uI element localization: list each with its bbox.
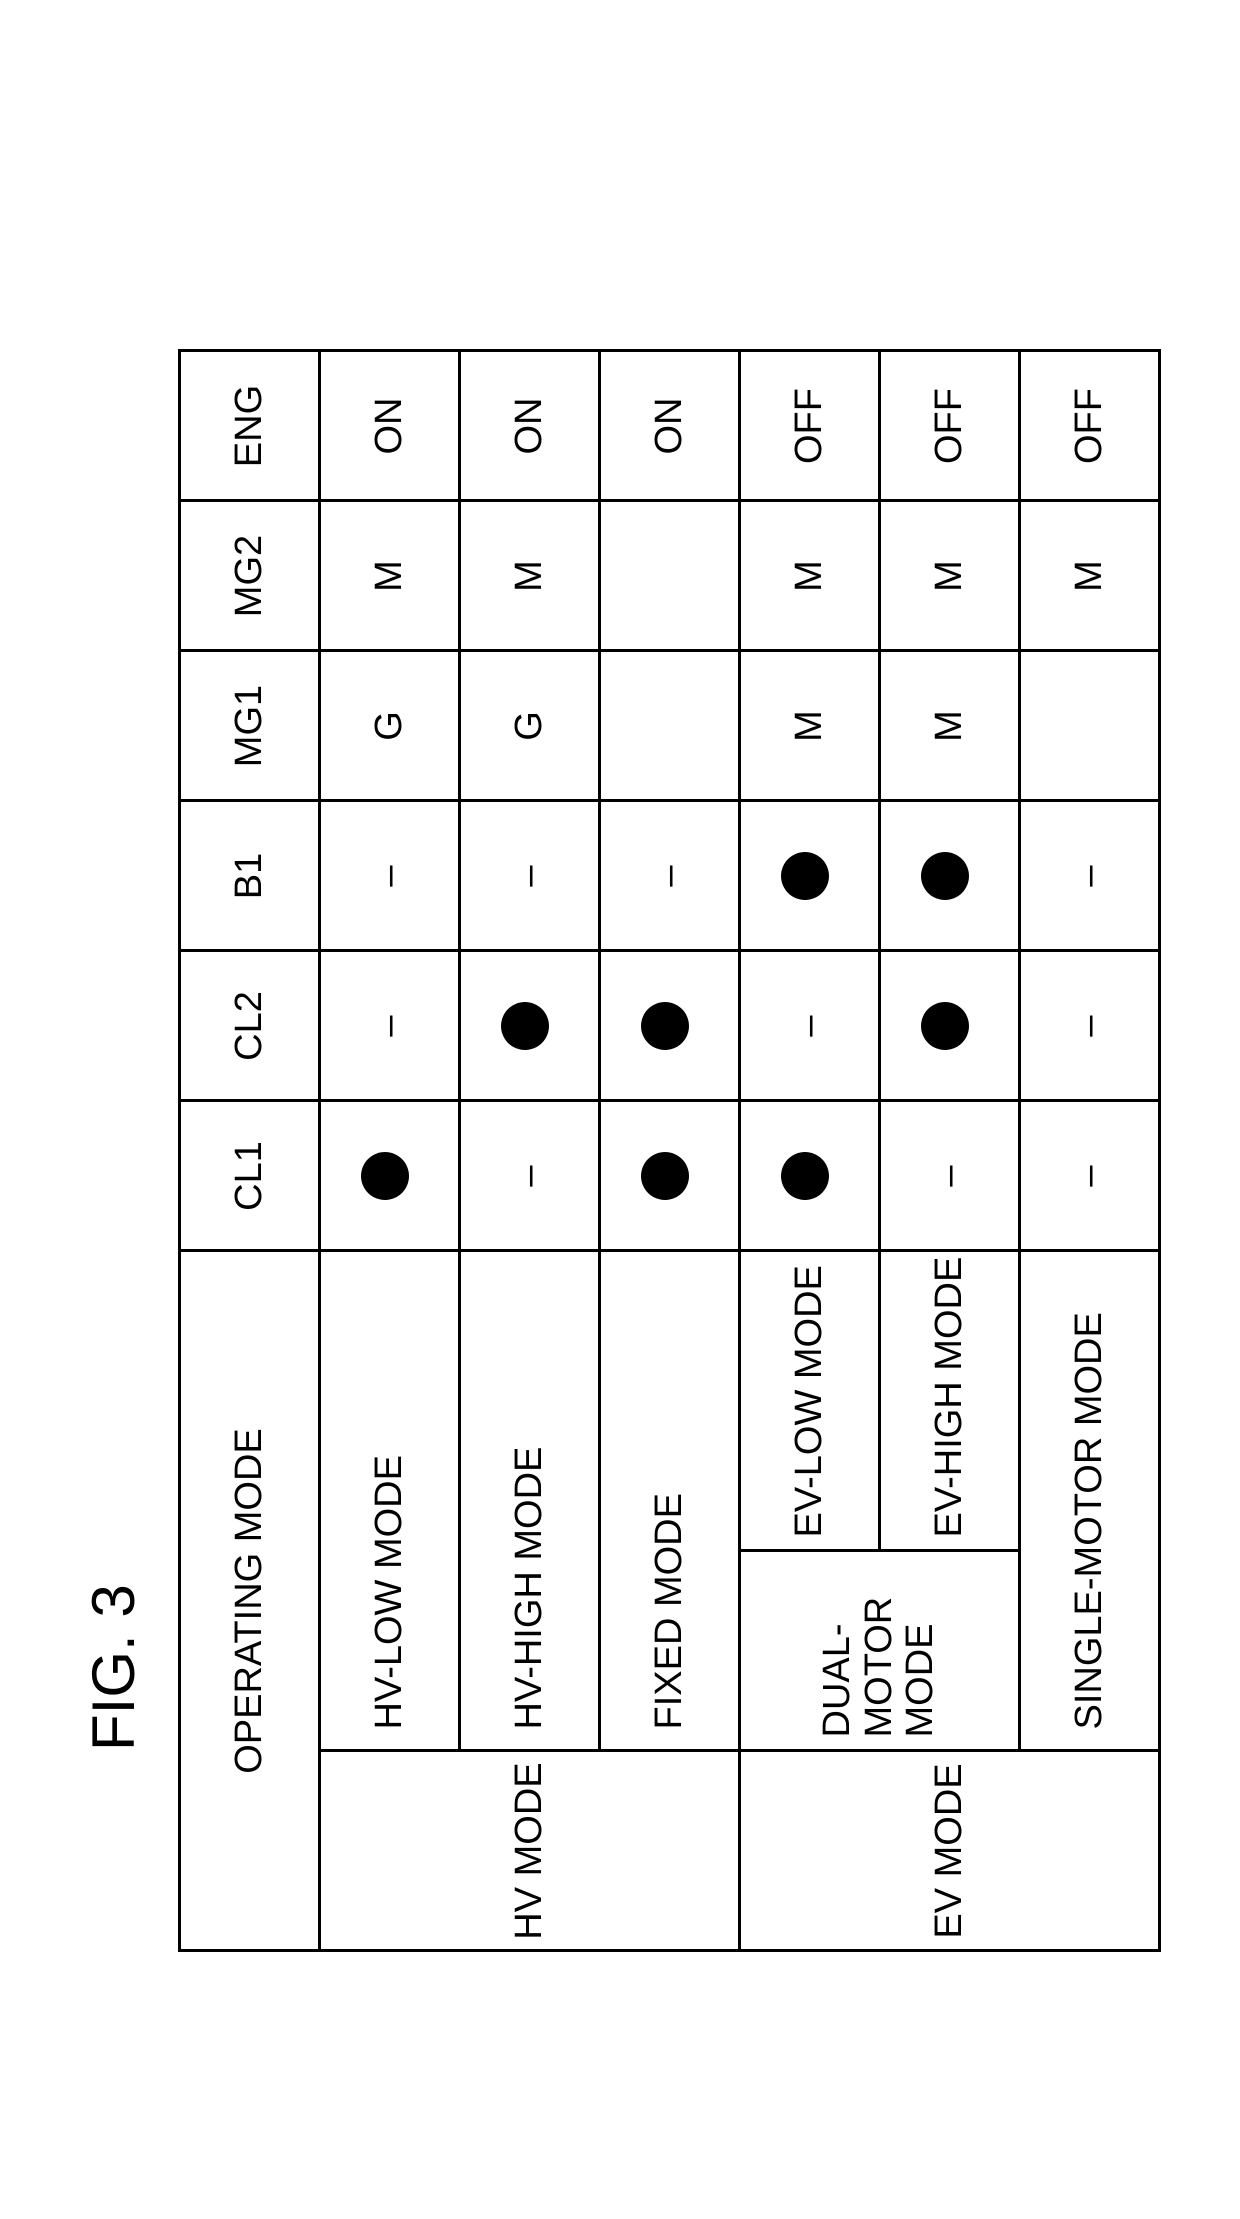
table-header-row: OPERATING MODE CL1 CL2 B1 MG1 MG2 ENG	[180, 351, 320, 1951]
cell	[880, 951, 1020, 1101]
mode-table: OPERATING MODE CL1 CL2 B1 MG1 MG2 ENG HV…	[178, 349, 1161, 1952]
cell: –	[1020, 801, 1160, 951]
table-row: EV MODE DUAL-MOTORMODE EV-LOW MODE – M M…	[740, 351, 880, 1951]
cell: OFF	[880, 351, 1020, 501]
cell: M	[740, 501, 880, 651]
cell: M	[880, 501, 1020, 651]
cell	[880, 801, 1020, 951]
cell: –	[320, 801, 460, 951]
table-row: FIXED MODE – ON	[600, 351, 740, 1951]
mode-label: SINGLE-MOTOR MODE	[1020, 1251, 1160, 1751]
cell: G	[320, 651, 460, 801]
group-ev-mode: EV MODE	[740, 1751, 1160, 1951]
cell	[320, 1101, 460, 1251]
engaged-dot-icon	[781, 1152, 829, 1200]
header-mg2: MG2	[180, 501, 320, 651]
cell	[1020, 651, 1160, 801]
cell: –	[460, 1101, 600, 1251]
cell: ON	[460, 351, 600, 501]
header-mg1: MG1	[180, 651, 320, 801]
table-row: HV-HIGH MODE – – G M ON	[460, 351, 600, 1951]
group-dual-motor: DUAL-MOTORMODE	[740, 1551, 1020, 1751]
cell: M	[460, 501, 600, 651]
figure-wrapper: FIG. 3 OPERATING MODE CL1 CL2 B1 MG1 MG2…	[79, 151, 1161, 2151]
mode-label: EV-LOW MODE	[740, 1251, 880, 1551]
cell: –	[460, 801, 600, 951]
cell	[600, 951, 740, 1101]
engaged-dot-icon	[641, 1152, 689, 1200]
engaged-dot-icon	[361, 1152, 409, 1200]
cell	[460, 951, 600, 1101]
engaged-dot-icon	[781, 852, 829, 900]
cell: ON	[600, 351, 740, 501]
mode-label: EV-HIGH MODE	[880, 1251, 1020, 1551]
engaged-dot-icon	[921, 852, 969, 900]
cell	[600, 501, 740, 651]
header-b1: B1	[180, 801, 320, 951]
cell: M	[740, 651, 880, 801]
cell	[600, 651, 740, 801]
header-cl1: CL1	[180, 1101, 320, 1251]
cell: G	[460, 651, 600, 801]
cell: M	[1020, 501, 1160, 651]
engaged-dot-icon	[501, 1002, 549, 1050]
header-operating-mode: OPERATING MODE	[180, 1251, 320, 1951]
cell: –	[1020, 1101, 1160, 1251]
mode-label: HV-LOW MODE	[320, 1251, 460, 1751]
group-hv-mode: HV MODE	[320, 1751, 740, 1951]
header-cl2: CL2	[180, 951, 320, 1101]
dual-motor-label: DUAL-MOTORMODE	[816, 1596, 942, 1737]
cell: M	[880, 651, 1020, 801]
cell: M	[320, 501, 460, 651]
mode-label: HV-HIGH MODE	[460, 1251, 600, 1751]
figure-label: FIG. 3	[79, 151, 148, 2151]
table-row: SINGLE-MOTOR MODE – – – M OFF	[1020, 351, 1160, 1951]
cell: –	[600, 801, 740, 951]
mode-label: FIXED MODE	[600, 1251, 740, 1751]
table-row: HV MODE HV-LOW MODE – – G M ON	[320, 351, 460, 1951]
cell: –	[1020, 951, 1160, 1101]
engaged-dot-icon	[641, 1002, 689, 1050]
cell: –	[740, 951, 880, 1101]
cell: OFF	[1020, 351, 1160, 501]
cell: ON	[320, 351, 460, 501]
cell: –	[880, 1101, 1020, 1251]
cell	[740, 1101, 880, 1251]
cell: OFF	[740, 351, 880, 501]
cell	[600, 1101, 740, 1251]
header-eng: ENG	[180, 351, 320, 501]
cell: –	[320, 951, 460, 1101]
engaged-dot-icon	[921, 1002, 969, 1050]
cell	[740, 801, 880, 951]
